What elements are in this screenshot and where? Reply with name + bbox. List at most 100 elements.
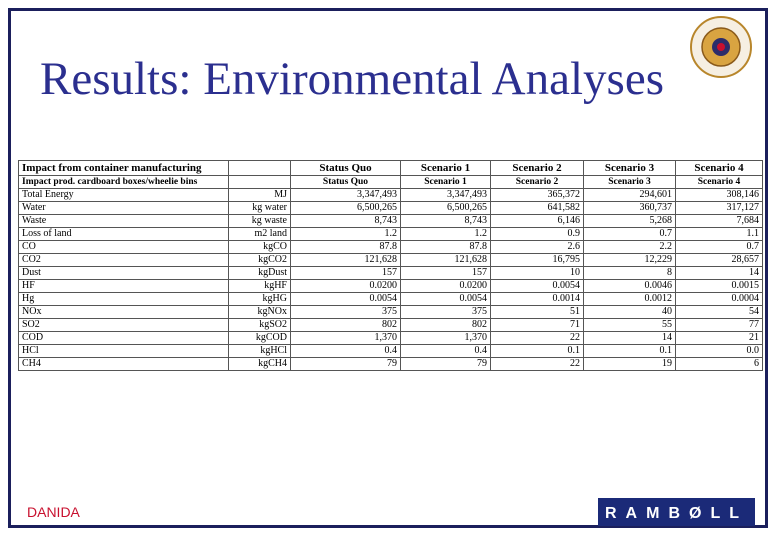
impact-label: Water [18,201,229,215]
value-cell: 802 [290,318,401,332]
emblem [690,16,752,78]
unit-cell: kgCO [228,240,291,254]
header-cell [228,175,291,189]
impact-label: Total Energy [18,188,229,202]
value-cell: 8 [583,266,676,280]
value-cell: 14 [675,266,763,280]
impact-label: Waste [18,214,229,228]
header-cell [228,160,291,176]
data-row: HF kgHF 0.0200 0.0200 0.0054 0.0046 0.0015 [18,279,763,293]
value-cell: 0.1 [583,344,676,358]
data-row: CH4 kgCH4 79 79 22 19 6 [18,357,763,371]
value-cell: 1.2 [290,227,401,241]
header-row: Impact prod. cardboard boxes/wheelie bin… [18,175,763,189]
value-cell: 16,795 [490,253,584,267]
data-row: Dust kgDust 157 157 10 8 14 [18,266,763,280]
value-cell: 21 [675,331,763,345]
scenario-subheader: Scenario 4 [675,175,763,189]
value-cell: 802 [400,318,491,332]
value-cell: 8,743 [290,214,401,228]
impact-label: COD [18,331,229,345]
value-cell: 0.0054 [400,292,491,306]
value-cell: 0.4 [290,344,401,358]
impact-label: Dust [18,266,229,280]
value-cell: 641,582 [490,201,584,215]
value-cell: 14 [583,331,676,345]
value-cell: 1.1 [675,227,763,241]
value-cell: 121,628 [400,253,491,267]
value-cell: 157 [290,266,401,280]
data-table: Impact from container manufacturing Statu… [18,160,763,371]
data-row: Waste kg waste 8,743 8,743 6,146 5,268 7,684 [18,214,763,228]
danida-label: DANIDA [27,504,80,520]
value-cell: 294,601 [583,188,676,202]
unit-cell: kgCH4 [228,357,291,371]
value-cell: 0.0046 [583,279,676,293]
value-cell: 0.4 [400,344,491,358]
value-cell: 12,229 [583,253,676,267]
unit-cell: kgCOD [228,331,291,345]
scenario-header: Scenario 2 [490,160,584,176]
value-cell: 2.2 [583,240,676,254]
value-cell: 0.0054 [290,292,401,306]
data-row: Total Energy MJ 3,347,493 3,347,493 365,372 2… [18,188,763,202]
unit-cell: kg waste [228,214,291,228]
value-cell: 22 [490,357,584,371]
value-cell: 1,370 [290,331,401,345]
unit-cell: kgCO2 [228,253,291,267]
unit-cell: kgHCl [228,344,291,358]
value-cell: 6 [675,357,763,371]
header-row: Impact from container manufacturing Statu… [18,160,763,176]
data-row: CO2 kgCO2 121,628 121,628 16,795 12,229 28,657 [18,253,763,267]
value-cell: 7,684 [675,214,763,228]
value-cell: 22 [490,331,584,345]
value-cell: 8,743 [400,214,491,228]
value-cell: 157 [400,266,491,280]
impact-label: HF [18,279,229,293]
value-cell: 0.9 [490,227,584,241]
value-cell: 121,628 [290,253,401,267]
value-cell: 77 [675,318,763,332]
value-cell: 28,657 [675,253,763,267]
value-cell: 54 [675,305,763,319]
value-cell: 360,737 [583,201,676,215]
value-cell: 3,347,493 [290,188,401,202]
value-cell: 6,500,265 [400,201,491,215]
value-cell: 19 [583,357,676,371]
value-cell: 51 [490,305,584,319]
value-cell: 55 [583,318,676,332]
value-cell: 79 [400,357,491,371]
unit-cell: MJ [228,188,291,202]
value-cell: 0.0 [675,344,763,358]
data-row: SO2 kgSO2 802 802 71 55 77 [18,318,763,332]
data-row: Loss of land m2 land 1.2 1.2 0.9 0.7 1.1 [18,227,763,241]
data-row: Hg kgHG 0.0054 0.0054 0.0014 0.0012 0.0004 [18,292,763,306]
slide-title: Results: Environmental Analyses [40,53,664,105]
value-cell: 375 [400,305,491,319]
value-cell: 87.8 [400,240,491,254]
scenario-header: Scenario 4 [675,160,763,176]
value-cell: 3,347,493 [400,188,491,202]
value-cell: 0.0004 [675,292,763,306]
impact-label: Loss of land [18,227,229,241]
value-cell: 87.8 [290,240,401,254]
value-cell: 1,370 [400,331,491,345]
data-row: HCl kgHCl 0.4 0.4 0.1 0.1 0.0 [18,344,763,358]
table-subtitle: Impact prod. cardboard boxes/wheelie bin… [18,175,229,189]
impact-label: NOx [18,305,229,319]
data-row: CO kgCO 87.8 87.8 2.6 2.2 0.7 [18,240,763,254]
impact-label: HCl [18,344,229,358]
impact-label: CO2 [18,253,229,267]
value-cell: 0.0054 [490,279,584,293]
unit-cell: kgHG [228,292,291,306]
scenario-header: Scenario 3 [583,160,676,176]
data-row: COD kgCOD 1,370 1,370 22 14 21 [18,331,763,345]
scenario-header: Status Quo [290,160,401,176]
value-cell: 0.1 [490,344,584,358]
value-cell: 2.6 [490,240,584,254]
unit-cell: m2 land [228,227,291,241]
unit-cell: kgDust [228,266,291,280]
unit-cell: kgNOx [228,305,291,319]
slide-frame [8,8,768,528]
ramboll-logo: RAMBØLL [598,498,755,526]
